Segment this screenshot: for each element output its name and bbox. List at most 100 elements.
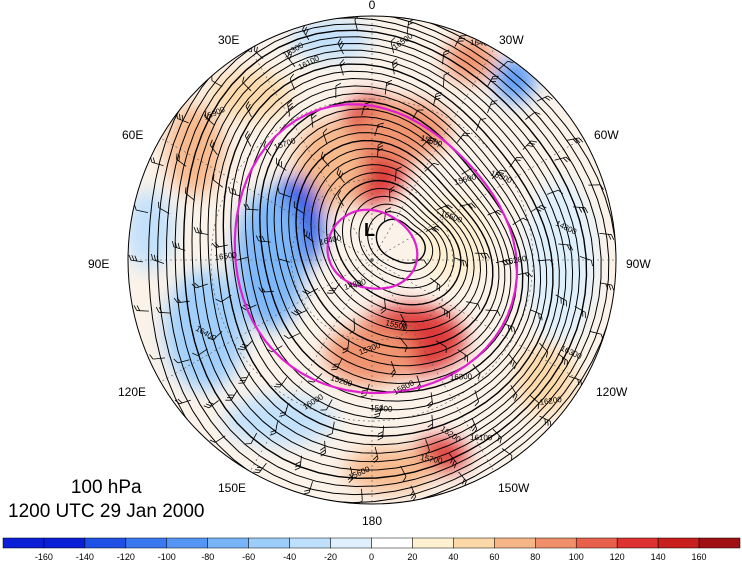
low-pressure-marker: L — [364, 220, 375, 240]
colorbar-tick-15: 140 — [651, 552, 666, 561]
contour-9 — [302, 148, 488, 340]
lon-label-90w: 90W — [626, 257, 651, 271]
meridian-150 — [371, 259, 495, 472]
wind-barb-138 — [294, 455, 302, 471]
colorbar-tick-16: 160 — [692, 552, 707, 561]
wind-barb-26 — [283, 332, 300, 339]
wind-barb-35 — [466, 301, 481, 310]
wind-barb-140 — [149, 354, 166, 360]
pressure-level: 100 hPa — [70, 477, 142, 498]
contour-21 — [215, 56, 560, 446]
contour-8 — [310, 156, 482, 332]
lon-label-90e: 90E — [88, 257, 109, 271]
wind-barb-103 — [487, 100, 498, 114]
contour-label-16: 16300 — [450, 372, 473, 382]
wind-barb-20 — [394, 166, 402, 182]
colorbar-box-14 — [575, 537, 618, 549]
contour-29 — [148, 16, 616, 504]
colorbar-tick-12: 80 — [530, 552, 540, 561]
wind-barb-100 — [339, 59, 346, 76]
wind-barb-19 — [336, 167, 345, 184]
colorbar-box-5 — [207, 537, 249, 549]
wind-barb-33 — [459, 203, 476, 209]
wind-barb-108 — [539, 342, 549, 358]
wind-barb-123 — [337, 38, 345, 55]
wind-barb-28 — [255, 235, 271, 243]
wind-barb-30 — [320, 151, 330, 167]
wind-barbs — [128, 16, 615, 504]
lon-label-150w: 150W — [498, 481, 530, 495]
wind-barb-110 — [470, 417, 478, 435]
contour-0 — [375, 218, 426, 264]
wind-barb-15 — [342, 338, 350, 354]
colorbar-tick-13: 100 — [569, 552, 584, 561]
wind-barb-57 — [211, 242, 228, 248]
wind-barb-0 — [412, 259, 428, 266]
wind-barb-82 — [475, 118, 487, 131]
contour-label-14: 16500 — [214, 250, 238, 262]
contour-label-22: 15700 — [420, 453, 444, 465]
wind-barb-52 — [373, 404, 383, 419]
polar-vortex-edge — [233, 103, 519, 395]
wind-barb-78 — [287, 99, 294, 116]
wind-barb-135 — [448, 452, 457, 469]
wind-barb-129 — [573, 206, 589, 214]
colorbar-box-13 — [535, 537, 577, 549]
contour-23 — [199, 42, 574, 463]
colorbar-tick-11: 60 — [489, 552, 499, 561]
wind-barb-106 — [558, 243, 574, 251]
wind-barb-130 — [579, 256, 593, 267]
wind-barb-117 — [151, 253, 165, 264]
wind-barb-77 — [244, 130, 252, 147]
meridian-210 — [249, 259, 373, 472]
colorbar-tick-labels: -160 -140 -120 -100 -80 -60 -40 -20 0 20 40 60 80 100… — [35, 552, 707, 561]
longitude-labels: 0 30W 60W 90W 120W 150W 180 150E 120E 90… — [88, 0, 651, 528]
colorbar: -160 -140 -120 -100 -80 -60 -40 -20 0 20 40 60 80 100… — [2, 537, 741, 561]
contour-25 — [182, 29, 588, 480]
colorbar-box-16 — [657, 537, 700, 549]
wind-barb-7 — [349, 318, 355, 334]
contour-20 — [222, 63, 554, 437]
wind-barb-131 — [574, 306, 586, 319]
contour-7 — [318, 164, 475, 323]
contour-4 — [341, 187, 455, 297]
wind-barb-116 — [155, 306, 171, 314]
wind-barb-76 — [212, 174, 224, 188]
polar-stereographic-map: 16500 16400163001620016100160001590015800… — [88, 0, 651, 528]
wind-barb-81 — [433, 91, 442, 106]
wind-barb-157 — [599, 282, 615, 291]
contour-label-12: 15280 — [504, 254, 528, 267]
wind-barb-166 — [253, 462, 267, 474]
wind-barb-73 — [207, 331, 223, 341]
wind-barb-65 — [512, 217, 529, 226]
lon-label-0: 0 — [369, 0, 376, 12]
wind-barb-88 — [474, 390, 480, 407]
wind-barb-95 — [172, 241, 186, 251]
wind-barb-152 — [498, 60, 514, 70]
lon-label-30e: 30E — [218, 33, 239, 47]
wind-barb-151 — [454, 35, 467, 47]
wind-barb-134 — [492, 428, 502, 444]
wind-barb-168 — [174, 398, 191, 405]
wind-barb-143 — [134, 204, 149, 213]
colorbar-tick-4: -80 — [201, 552, 214, 561]
wind-barb-18 — [293, 201, 305, 215]
wind-barb-60 — [311, 111, 317, 128]
wind-barb-97 — [209, 139, 218, 156]
wind-barb-66 — [516, 272, 533, 278]
wind-barb-16 — [291, 309, 308, 316]
colorbar-box-2 — [84, 537, 127, 549]
contour-13 — [273, 116, 512, 376]
wind-barb-124 — [390, 37, 396, 54]
wind-barb-69 — [427, 392, 433, 409]
colorbar-box-4 — [166, 537, 208, 549]
lon-label-120e: 120E — [118, 385, 146, 399]
wind-barb-14 — [399, 336, 408, 353]
contour-11 — [288, 132, 500, 358]
colorbar-tick-9: 20 — [407, 552, 417, 561]
wind-barb-13 — [439, 305, 451, 319]
wind-barb-153 — [536, 95, 553, 102]
wind-barb-55 — [237, 340, 253, 351]
contour-label-31: 16200 — [539, 395, 563, 407]
wind-barb-114 — [203, 400, 219, 409]
